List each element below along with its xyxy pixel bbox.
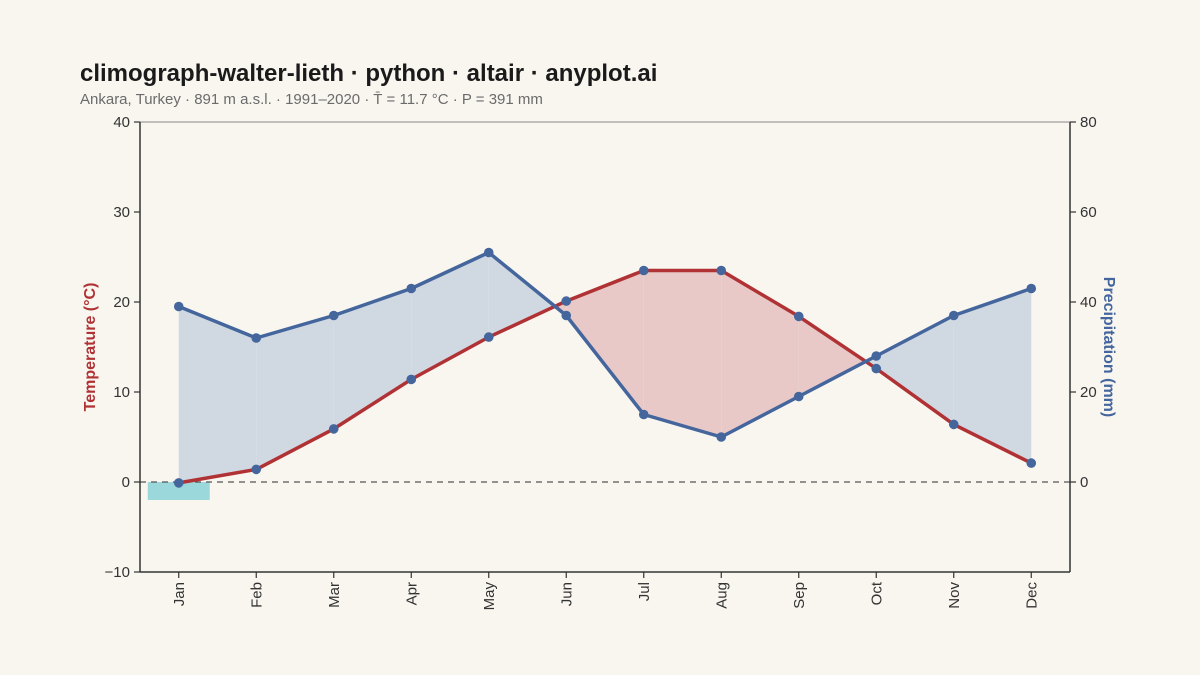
right-tick-label: 80 [1080,114,1097,131]
temperature-point [251,464,262,475]
labels-layer: −10 0 10 20 30 40 0 20 40 60 80 Jan Feb Mar Apr May Jun J… [105,114,1097,610]
left-axis-title: Temperature (°C) [82,283,99,412]
month-tick-label: Aug [713,582,730,609]
right-tick-label: 40 [1080,294,1097,311]
right-tick-label: 20 [1080,384,1097,401]
precipitation-point [793,391,804,402]
right-tick-label: 0 [1080,474,1088,491]
lines-layer [178,250,1033,485]
precipitation-point [328,310,339,321]
arid-area [643,270,722,437]
left-tick-label: 0 [122,474,130,491]
chart-title: climograph-walter-lieth · python · altai… [80,60,658,87]
axes-layer [139,121,1071,573]
precipitation-point [716,432,727,442]
temperature-point [1026,458,1037,468]
frost-month-bar [147,482,210,500]
arid-area [566,270,644,415]
precipitation-point [638,409,649,420]
precipitation-point [561,310,572,321]
temperature-point [948,419,959,430]
temperature-point [328,424,339,434]
temperature-point [483,332,494,342]
fills-layer [147,252,1032,500]
right-axis-title: Precipitation (mm) [1100,277,1117,417]
humid-area [333,288,412,429]
precipitation-point [251,333,262,343]
chart-subtitle: Ankara, Turkey · 891 m a.s.l. · 1991–202… [80,91,543,108]
temperature-point [638,265,649,276]
humid-area [178,306,257,483]
temperature-point [793,311,804,322]
precipitation-point [406,283,417,294]
precipitation-point [483,247,494,258]
temperature-point [173,478,184,488]
arid-area [721,270,799,437]
right-tick-label: 60 [1080,204,1097,221]
humid-area [488,252,555,338]
month-tick-label: Sep [791,582,808,609]
month-tick-label: Jun [558,582,575,606]
points-layer [173,247,1037,488]
month-tick-label: Oct [868,581,885,605]
month-tick-label: Apr [403,582,420,605]
month-tick-label: Jan [171,582,188,606]
month-tick-label: Mar [326,582,343,608]
precipitation-point [948,310,959,321]
humid-area [876,315,954,425]
month-tick-label: Nov [946,582,963,609]
month-tick-label: Dec [1023,582,1040,609]
temperature-line [178,268,1033,485]
humid-area [256,315,334,470]
precipitation-point [173,301,184,312]
humid-area [953,288,1032,464]
left-tick-label: −10 [105,564,130,581]
arid-area [798,316,866,397]
precipitation-point [871,351,882,361]
temperature-point [716,265,727,276]
month-tick-label: Jul [636,582,653,601]
precipitation-line [178,250,1032,439]
temperature-point [561,296,572,306]
left-tick-label: 40 [113,114,130,131]
temperature-point [406,374,417,385]
left-tick-label: 10 [113,384,130,401]
month-tick-label: May [481,582,498,611]
left-tick-label: 30 [113,204,130,221]
precipitation-point [1026,283,1037,294]
month-tick-label: Feb [248,582,265,608]
temperature-point [871,363,882,374]
left-tick-label: 20 [113,294,130,311]
